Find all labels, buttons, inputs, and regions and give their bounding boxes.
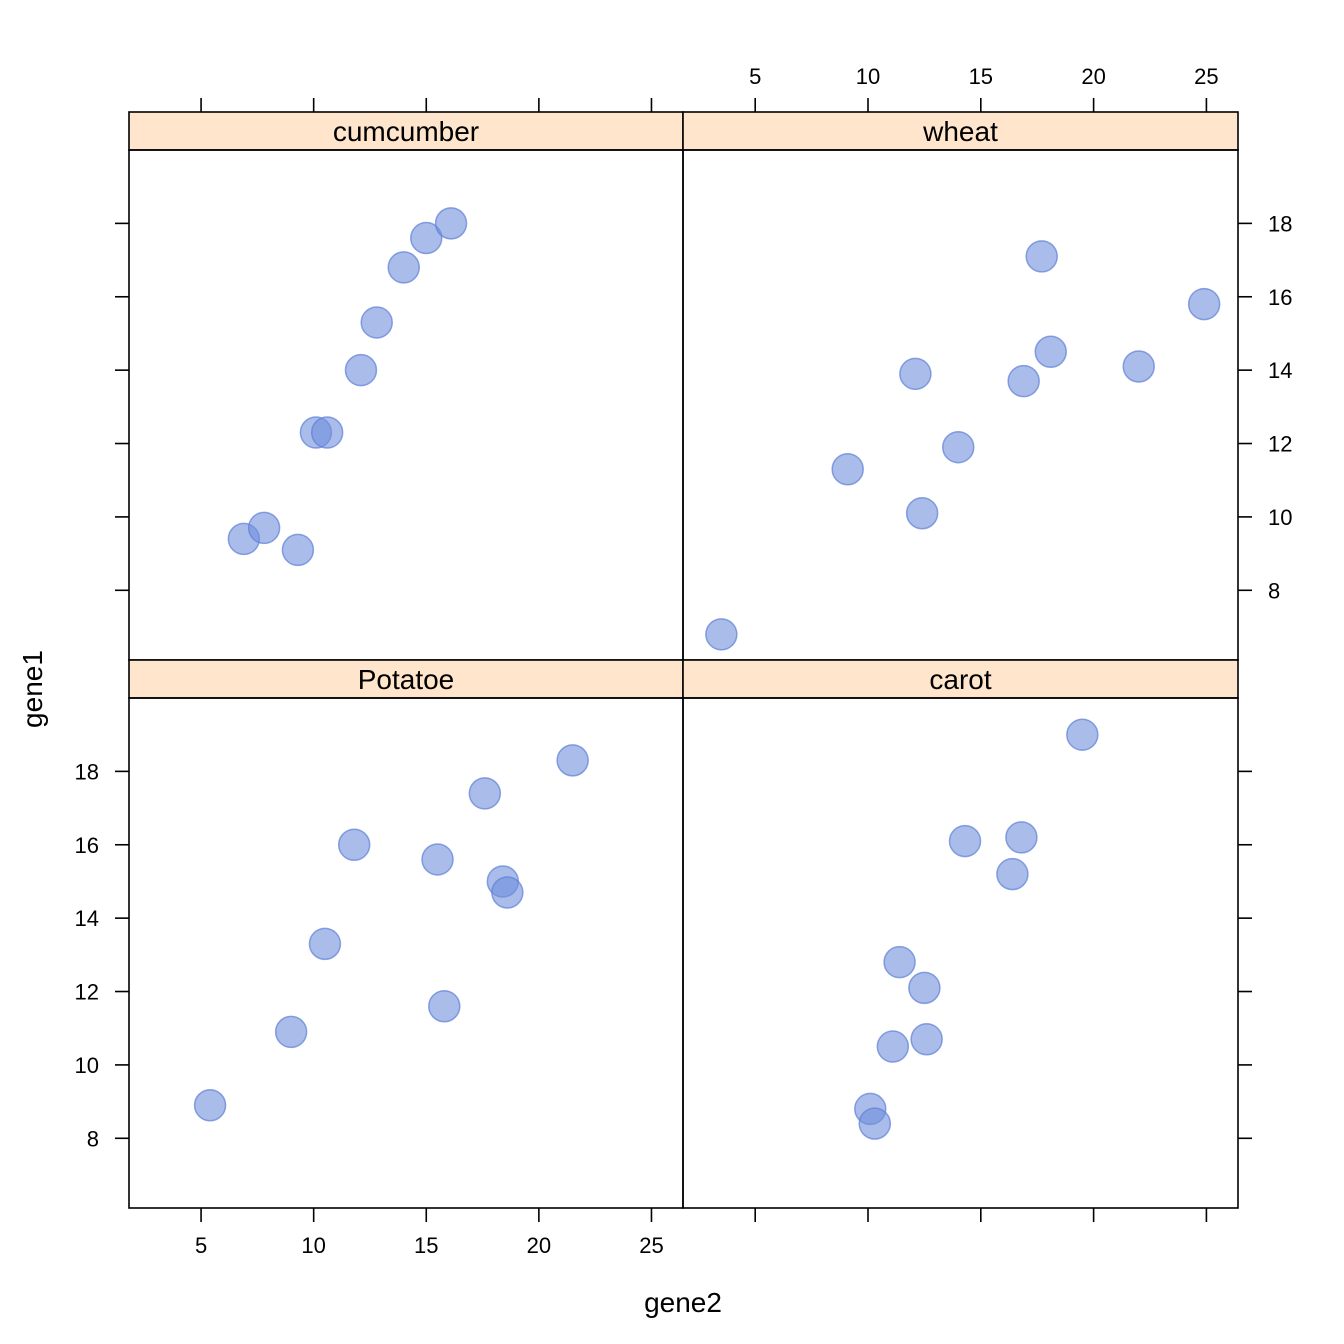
- data-point: [410, 221, 443, 255]
- data-point: [281, 533, 315, 567]
- points-carot: [854, 718, 1099, 1140]
- data-point: [1066, 718, 1099, 751]
- data-point: [883, 945, 916, 979]
- y-tick-label: 10: [1268, 505, 1292, 530]
- data-point: [310, 416, 344, 449]
- panel-frame-potatoe: [128, 697, 684, 1209]
- x-axis-title: gene2: [644, 1287, 722, 1318]
- strip-label-cumcumber: cumcumber: [333, 116, 479, 147]
- y-tick-label: 16: [1268, 285, 1292, 310]
- data-point: [858, 1107, 892, 1140]
- data-point: [910, 1022, 943, 1056]
- data-point: [434, 207, 468, 240]
- y-axis-left-top: [115, 222, 129, 592]
- y-tick-label: 14: [75, 906, 99, 931]
- data-point: [1187, 287, 1221, 321]
- y-axis-right-bottom: [1238, 770, 1252, 1140]
- data-point: [1005, 821, 1038, 854]
- data-point: [1034, 335, 1067, 369]
- x-tick-label: 20: [1081, 64, 1105, 89]
- data-point: [491, 876, 524, 909]
- data-point: [908, 971, 941, 1005]
- panels-layer: cumcumber wheat Potatoe carot: [128, 111, 1239, 1209]
- data-point: [556, 744, 589, 777]
- data-point: [705, 618, 738, 651]
- strip-label-wheat: wheat: [922, 116, 998, 147]
- data-point: [308, 927, 342, 961]
- data-point: [360, 306, 393, 339]
- x-axis-bottom-left: 5 10 15 20 25: [195, 1208, 664, 1258]
- data-point: [337, 828, 371, 862]
- data-point: [1025, 240, 1058, 273]
- y-tick-label: 12: [1268, 432, 1292, 457]
- data-point: [428, 989, 461, 1023]
- y-tick-label: 14: [1268, 358, 1292, 383]
- x-tick-label: 25: [1194, 64, 1218, 89]
- y-axis-title: gene1: [17, 650, 48, 728]
- points-potatoe: [193, 744, 589, 1122]
- panel-carot: carot: [682, 659, 1239, 1209]
- panel-frame-carot: [682, 697, 1239, 1209]
- x-tick-label: 15: [969, 64, 993, 89]
- data-point: [1007, 364, 1040, 398]
- y-tick-label: 18: [75, 759, 99, 784]
- data-point: [274, 1015, 308, 1049]
- y-tick-label: 8: [1268, 578, 1280, 603]
- x-tick-label: 5: [195, 1233, 207, 1258]
- x-tick-label: 25: [639, 1233, 663, 1258]
- data-point: [905, 496, 939, 530]
- panel-wheat: wheat: [682, 111, 1239, 661]
- data-point: [876, 1030, 910, 1063]
- data-point: [387, 251, 420, 284]
- strip-label-potatoe: Potatoe: [358, 664, 455, 695]
- data-point: [996, 857, 1029, 891]
- y-tick-label: 16: [75, 833, 99, 858]
- x-tick-label: 5: [749, 64, 761, 89]
- data-point: [948, 824, 982, 858]
- strip-label-carot: carot: [929, 664, 991, 695]
- axes-layer: 5 10 15 20 25 5 10 15 20 25 8 10 12 14 16 18 8 10 12 14 16 18: [75, 64, 1293, 1258]
- points-wheat: [705, 240, 1221, 651]
- panel-frame-cumcumber: [128, 149, 684, 661]
- panel-frame-wheat: [682, 149, 1239, 661]
- data-point: [468, 777, 502, 810]
- y-axis-left-bottom: 8 10 12 14 16 18: [75, 759, 129, 1151]
- x-axis-top-right: 5 10 15 20 25: [749, 64, 1219, 112]
- y-tick-label: 8: [87, 1126, 99, 1151]
- strip-cumcumber: [128, 111, 684, 151]
- y-tick-label: 18: [1268, 211, 1292, 236]
- points-cumcumber: [227, 207, 468, 567]
- data-point: [941, 430, 975, 464]
- y-tick-label: 12: [75, 980, 99, 1005]
- y-axis-right-top: 8 10 12 14 16 18: [1238, 211, 1292, 603]
- x-axis-top-left: [200, 98, 653, 112]
- y-tick-label: 10: [75, 1053, 99, 1078]
- strip-carot: [682, 659, 1239, 699]
- data-point: [247, 511, 281, 545]
- x-tick-label: 10: [856, 64, 880, 89]
- x-tick-label: 15: [414, 1233, 438, 1258]
- data-point: [193, 1089, 227, 1122]
- x-tick-label: 10: [301, 1233, 325, 1258]
- data-point: [1122, 350, 1155, 383]
- panel-potatoe: Potatoe: [128, 659, 684, 1209]
- x-axis-bottom-right: [754, 1208, 1208, 1222]
- data-point: [899, 357, 932, 391]
- data-point: [421, 843, 454, 876]
- data-point: [344, 353, 378, 387]
- data-point: [831, 452, 864, 486]
- x-tick-label: 20: [527, 1233, 551, 1258]
- panel-cumcumber: cumcumber: [128, 111, 684, 661]
